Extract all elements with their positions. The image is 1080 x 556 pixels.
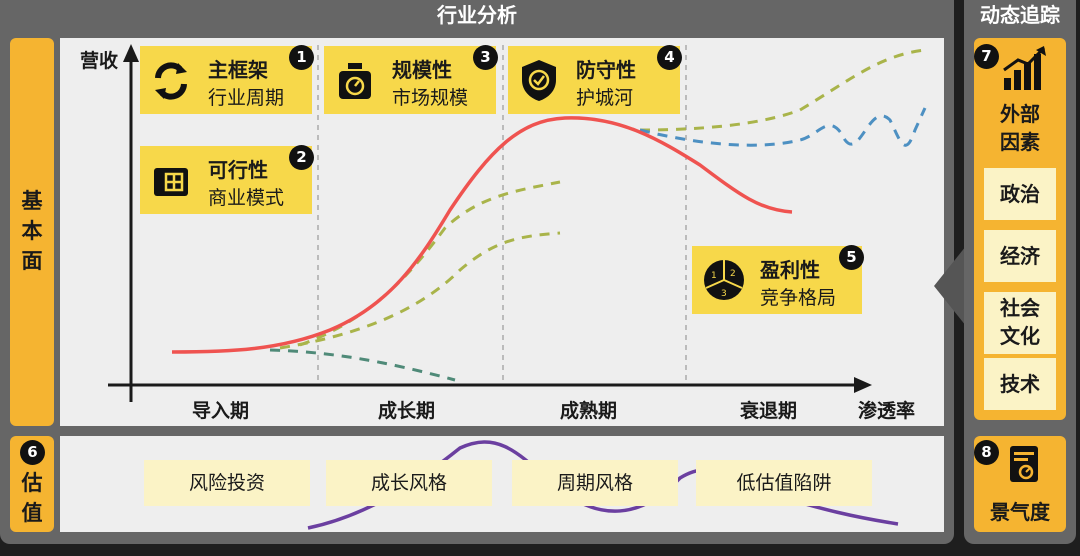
valuation-number-badge: 6 bbox=[20, 440, 45, 465]
valuation-style-venture: 风险投资 bbox=[144, 460, 310, 506]
card-scale: 规模性 市场规模 bbox=[324, 46, 496, 114]
growth-branch-low-curve bbox=[279, 231, 561, 350]
sentiment-title: 景气度 bbox=[990, 500, 1050, 524]
svg-text:3: 3 bbox=[721, 289, 727, 299]
panel-title: 行业分析 bbox=[437, 3, 517, 27]
card-number-badge: 3 bbox=[473, 45, 498, 70]
connector-arrow bbox=[934, 246, 966, 326]
card-profitability: 1 2 3 盈利性 竞争格局 bbox=[692, 246, 862, 314]
dynamic-tracking-panel: 动态追踪 7 外部因素 政治 经济 社会文化 技术 8 景气度 bbox=[964, 0, 1076, 544]
factor-politics: 政治 bbox=[984, 168, 1056, 220]
card-subtitle: 护城河 bbox=[576, 87, 634, 109]
card-feasibility: 可行性 商业模式 bbox=[140, 146, 312, 214]
renewal-branch-curve bbox=[639, 48, 926, 132]
factor-technology: 技术 bbox=[984, 358, 1056, 410]
card-number-badge: 1 bbox=[289, 45, 314, 70]
factor-society-culture: 社会文化 bbox=[984, 292, 1056, 354]
card-subtitle: 市场规模 bbox=[392, 87, 469, 109]
card-title: 防守性 bbox=[576, 58, 636, 82]
shield-check-icon bbox=[522, 60, 556, 101]
card-title: 规模性 bbox=[392, 58, 452, 82]
card-defensiveness: 防守性 护城河 bbox=[508, 46, 680, 114]
card-subtitle: 行业周期 bbox=[208, 87, 285, 109]
blueprint-icon bbox=[154, 168, 188, 196]
growth-branch-high-curve bbox=[299, 180, 561, 347]
phase-growth: 成长期 bbox=[378, 400, 436, 422]
industry-lifecycle-curve bbox=[171, 116, 793, 354]
card-number-badge: 2 bbox=[289, 145, 314, 170]
valuation-style-cyclical: 周期风格 bbox=[512, 460, 678, 506]
y-axis-label: 营收 bbox=[80, 50, 119, 72]
scale-icon bbox=[339, 63, 371, 99]
card-title: 主框架 bbox=[208, 58, 268, 82]
card-subtitle: 竞争格局 bbox=[760, 287, 837, 309]
industry-analysis-panel: 行业分析 基本面 6 估值 营收 渗透率 导入期 bbox=[0, 0, 954, 544]
card-number-badge: 4 bbox=[657, 45, 682, 70]
card-subtitle: 商业模式 bbox=[208, 187, 285, 209]
external-factors-card bbox=[974, 38, 1066, 420]
card-title: 可行性 bbox=[208, 158, 268, 182]
valuation-label: 估值 bbox=[21, 471, 43, 525]
phase-decline: 衰退期 bbox=[740, 400, 798, 422]
fundamentals-label: 基本面 bbox=[21, 189, 43, 273]
card-main-framework: 主框架 行业周期 bbox=[140, 46, 312, 114]
y-axis-arrow bbox=[123, 44, 139, 62]
svg-text:2: 2 bbox=[730, 269, 736, 279]
sentiment-number-badge: 8 bbox=[974, 440, 999, 465]
svg-text:1: 1 bbox=[711, 271, 717, 281]
external-number-badge: 7 bbox=[974, 44, 999, 69]
phase-introduction: 导入期 bbox=[192, 400, 250, 422]
recycle-arrows-icon bbox=[155, 62, 187, 100]
fundamentals-label-bar: 基本面 bbox=[10, 38, 54, 426]
valuation-label-bar: 6 估值 bbox=[10, 436, 54, 532]
card-title: 盈利性 bbox=[760, 258, 820, 282]
x-axis-label: 渗透率 bbox=[858, 400, 916, 422]
pie-chart-icon: 1 2 3 bbox=[704, 260, 744, 300]
phase-maturity: 成熟期 bbox=[560, 400, 618, 422]
side-panel-title: 动态追踪 bbox=[980, 3, 1060, 27]
valuation-style-value-trap: 低估值陷阱 bbox=[696, 460, 872, 506]
x-axis-arrow bbox=[854, 377, 872, 393]
rising-bars-icon bbox=[1003, 46, 1046, 90]
declining-branch-curve bbox=[269, 348, 456, 382]
volatile-branch-curve bbox=[639, 107, 927, 147]
factor-economy: 经济 bbox=[984, 230, 1056, 282]
card-number-badge: 5 bbox=[839, 245, 864, 270]
valuation-style-growth: 成长风格 bbox=[326, 460, 492, 506]
report-icon bbox=[1010, 446, 1038, 482]
external-factors-title: 外部因素 bbox=[1000, 102, 1040, 154]
